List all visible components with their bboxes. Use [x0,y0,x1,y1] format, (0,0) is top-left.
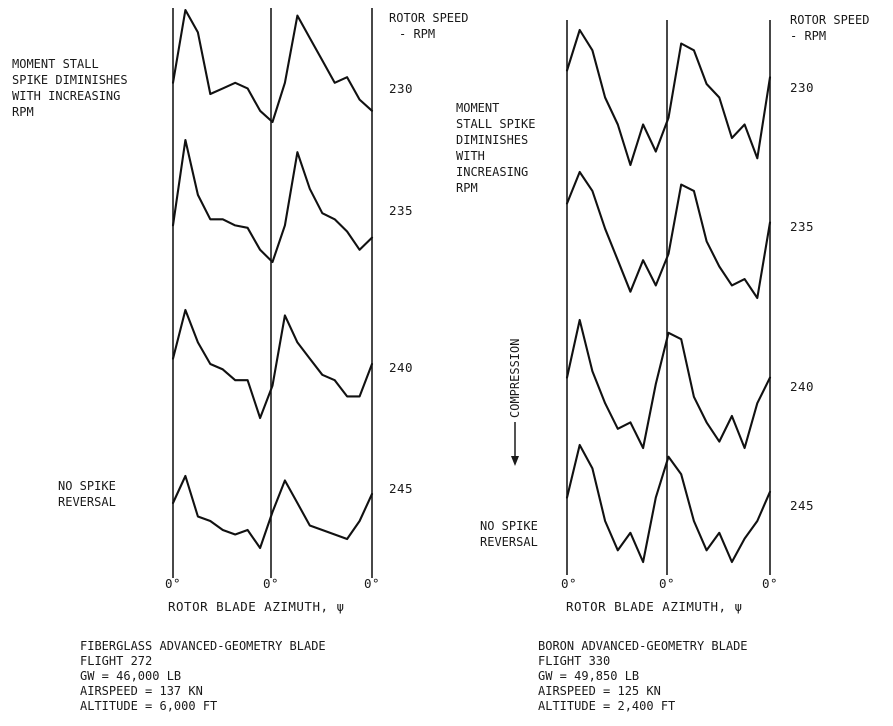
rpm-label-230: 230 [389,81,413,96]
annotation-moment-stall: MOMENT STALL SPIKE DIMINISHES WITH INCRE… [12,57,128,119]
annotation-line: WITH INCREASING [12,89,120,103]
rpm-label-240: 240 [389,360,413,375]
x-axis-label: ROTOR BLADE AZIMUTH, ψ [168,599,345,614]
annotation-line: STALL SPIKE [456,117,535,131]
compression-arrow: COMPRESSION [508,339,522,466]
annotation-moment-stall: MOMENT STALL SPIKE DIMINISHES WITH INCRE… [456,101,535,195]
annotation-line: SPIKE DIMINISHES [12,73,128,87]
annotation-no-spike-reversal: NO SPIKE REVERSAL [480,519,538,549]
trace-rpm-230 [171,8,374,124]
traces-fiberglass [171,8,374,550]
trace-rpm-235 [565,170,772,300]
traces-boron [565,28,772,564]
rpm-label-235: 235 [389,203,413,218]
x-tick-label: 0° [263,576,279,591]
annotation-line: REVERSAL [58,495,116,509]
caption-line: FLIGHT 272 [80,654,152,668]
x-tick-label: 0° [165,576,181,591]
speed-header-line2: - RPM [399,27,435,41]
panel-fiberglass: ROTOR SPEED - RPM 230 235 240 245 MOMENT… [12,8,468,713]
annotation-line: INCREASING [456,165,528,179]
compression-label: COMPRESSION [508,339,522,418]
caption-line: GW = 46,000 LB [80,669,181,683]
annotation-line: WITH [456,149,485,163]
compression-arrow-head [511,456,519,466]
caption-line: FIBERGLASS ADVANCED-GEOMETRY BLADE [80,639,326,653]
annotation-line: RPM [12,105,34,119]
x-tick-label: 0° [659,576,675,591]
trace-rpm-230 [565,28,772,167]
speed-header-line1: ROTOR SPEED [389,11,468,25]
x-axis-label: ROTOR BLADE AZIMUTH, ψ [566,599,743,614]
annotation-no-spike-reversal: NO SPIKE REVERSAL [58,479,116,509]
trace-rpm-240 [565,318,772,450]
x-tick-label: 0° [762,576,778,591]
trace-rpm-240 [171,308,374,420]
caption-boron: BORON ADVANCED-GEOMETRY BLADE FLIGHT 330… [538,639,748,713]
caption-line: AIRSPEED = 137 KN [80,684,203,698]
rpm-label-245: 245 [790,498,814,513]
trace-rpm-235 [171,138,374,264]
x-tick-label: 0° [364,576,380,591]
panel-boron: ROTOR SPEED - RPM 230 235 240 245 MOMENT… [456,13,869,713]
trace-rpm-245 [171,474,374,550]
speed-header-line1: ROTOR SPEED [790,13,869,27]
rpm-label-245: 245 [389,481,413,496]
annotation-line: DIMINISHES [456,133,528,147]
caption-line: AIRSPEED = 125 KN [538,684,661,698]
caption-line: FLIGHT 330 [538,654,610,668]
caption-line: BORON ADVANCED-GEOMETRY BLADE [538,639,748,653]
trace-rpm-245 [565,443,772,564]
caption-line: ALTITUDE = 2,400 FT [538,699,675,713]
annotation-line: NO SPIKE [58,479,116,493]
speed-header-line2: - RPM [790,29,826,43]
caption-line: GW = 49,850 LB [538,669,639,683]
annotation-line: RPM [456,181,478,195]
annotation-line: MOMENT [456,101,499,115]
rpm-label-235: 235 [790,219,814,234]
rpm-label-240: 240 [790,379,814,394]
annotation-line: NO SPIKE [480,519,538,533]
caption-line: ALTITUDE = 6,000 FT [80,699,217,713]
annotation-line: MOMENT STALL [12,57,99,71]
annotation-line: REVERSAL [480,535,538,549]
rpm-label-230: 230 [790,80,814,95]
x-tick-label: 0° [561,576,577,591]
caption-fiberglass: FIBERGLASS ADVANCED-GEOMETRY BLADE FLIGH… [80,639,326,713]
